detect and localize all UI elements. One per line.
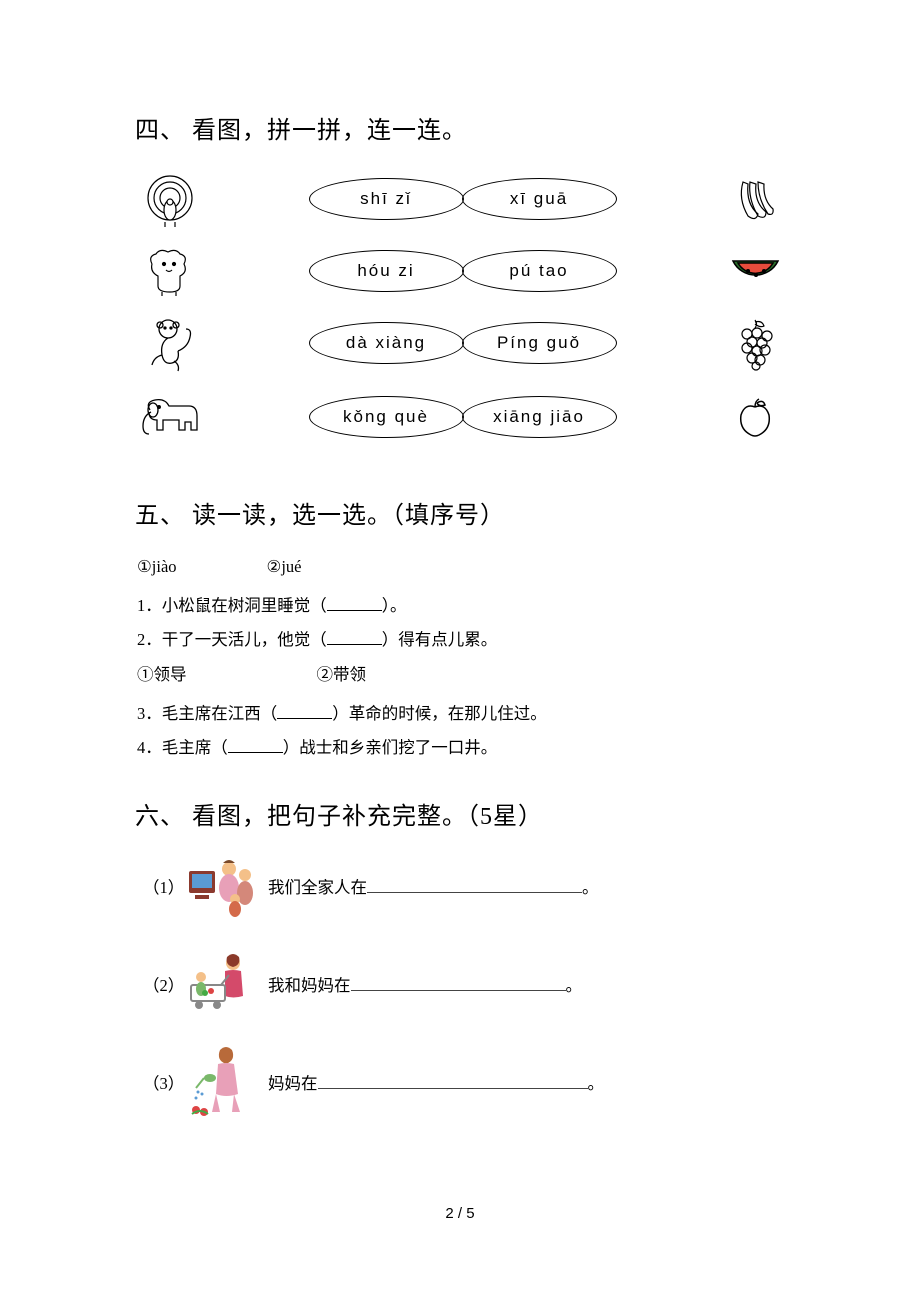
peacock-icon bbox=[135, 172, 205, 227]
pinyin-pill: hóu zi bbox=[309, 250, 464, 292]
question-row: （1） 我们全家人在 。 bbox=[135, 851, 790, 921]
option-label: ①jiào bbox=[137, 557, 177, 576]
section5-body: ①jiào ②jué 1．小松鼠在树洞里睡觉（）。 2．干了一天活儿，他觉（）得有… bbox=[135, 550, 790, 766]
fill-blank[interactable] bbox=[318, 1072, 588, 1089]
banana-icon bbox=[720, 172, 790, 227]
question-line: 3．毛主席在江西（）革命的时候，在那儿住过。 bbox=[137, 697, 790, 732]
section5-heading: 五、 读一读，选一选。（填序号） bbox=[135, 495, 790, 530]
page-number: 2 / 5 bbox=[0, 1205, 920, 1222]
question-number: （1） bbox=[135, 874, 185, 898]
shopping-icon bbox=[185, 949, 260, 1019]
elephant-icon bbox=[135, 390, 205, 445]
fill-blank[interactable] bbox=[351, 974, 566, 991]
sentence-suffix: 。 bbox=[588, 1070, 605, 1094]
sentence-suffix: 。 bbox=[566, 972, 583, 996]
question-row: （2） 我和妈妈在 。 bbox=[135, 949, 790, 1019]
lion-icon bbox=[135, 244, 205, 299]
watermelon-icon bbox=[720, 244, 790, 299]
question-line: 4．毛主席（）战士和乡亲们挖了一口井。 bbox=[137, 731, 790, 766]
pinyin-pill: shī zǐ bbox=[309, 178, 464, 220]
sentence-prefix: 妈妈在 bbox=[268, 1070, 318, 1094]
sentence-suffix: 。 bbox=[582, 874, 599, 898]
section4-grid: shī zǐ xī guā hóu zi pú tao dà xiàng Pín… bbox=[135, 165, 790, 455]
fill-blank[interactable] bbox=[367, 876, 582, 893]
pinyin-pill: pú tao bbox=[462, 250, 617, 292]
question-line: 2．干了一天活儿，他觉（）得有点儿累。 bbox=[137, 623, 790, 658]
question-number: （2） bbox=[135, 972, 185, 996]
section6-heading: 六、 看图，把句子补充完整。（5星） bbox=[135, 796, 790, 831]
watering-icon bbox=[185, 1047, 260, 1117]
question-line: 1．小松鼠在树洞里睡觉（）。 bbox=[137, 589, 790, 624]
pinyin-pill: Píng guǒ bbox=[462, 322, 617, 364]
grapes-icon bbox=[720, 316, 790, 371]
option-label: ②jué bbox=[267, 557, 302, 576]
section6-body: （1） 我们全家人在 。 （2） 我和妈妈在 。 （3） 妈妈在 。 bbox=[135, 851, 790, 1117]
option-label: ②带领 bbox=[317, 665, 367, 684]
pinyin-pill: xiāng jiāo bbox=[462, 396, 617, 438]
question-row: （3） 妈妈在 。 bbox=[135, 1047, 790, 1117]
apple-icon bbox=[720, 390, 790, 445]
section4-heading: 四、 看图，拼一拼，连一连。 bbox=[135, 110, 790, 145]
pinyin-pill: dà xiàng bbox=[309, 322, 464, 364]
question-number: （3） bbox=[135, 1070, 185, 1094]
sentence-prefix: 我和妈妈在 bbox=[268, 972, 351, 996]
pinyin-pill: kǒng què bbox=[309, 396, 464, 438]
sentence-prefix: 我们全家人在 bbox=[268, 874, 367, 898]
option-label: ①领导 bbox=[137, 665, 187, 684]
monkey-icon bbox=[135, 316, 205, 371]
pinyin-pill: xī guā bbox=[462, 178, 617, 220]
family-tv-icon bbox=[185, 851, 260, 921]
